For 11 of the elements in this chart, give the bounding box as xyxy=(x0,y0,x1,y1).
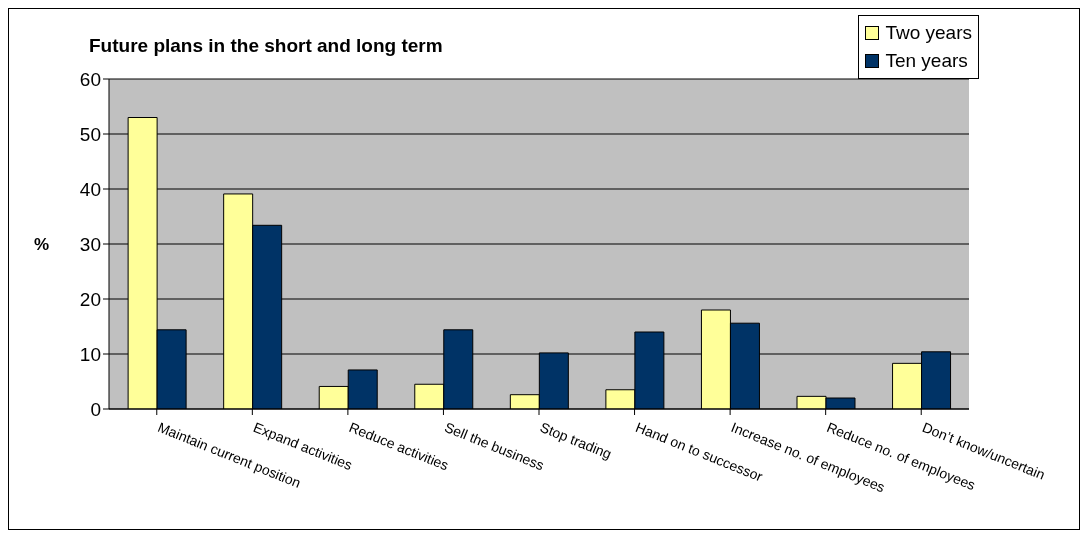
y-tick-label: 0 xyxy=(90,398,101,420)
y-tick-label: 60 xyxy=(79,68,101,90)
y-tick-label: 50 xyxy=(79,123,101,145)
y-tick-label: 40 xyxy=(79,178,101,200)
y-tick-label: 10 xyxy=(79,343,101,365)
chart-title: Future plans in the short and long term xyxy=(89,35,443,57)
y-axis-title: % xyxy=(33,235,49,255)
legend-label: Two years xyxy=(885,21,972,45)
legend-label: Ten years xyxy=(885,49,968,73)
y-tick-label: 20 xyxy=(79,288,101,310)
y-tick-label: 30 xyxy=(79,233,101,255)
